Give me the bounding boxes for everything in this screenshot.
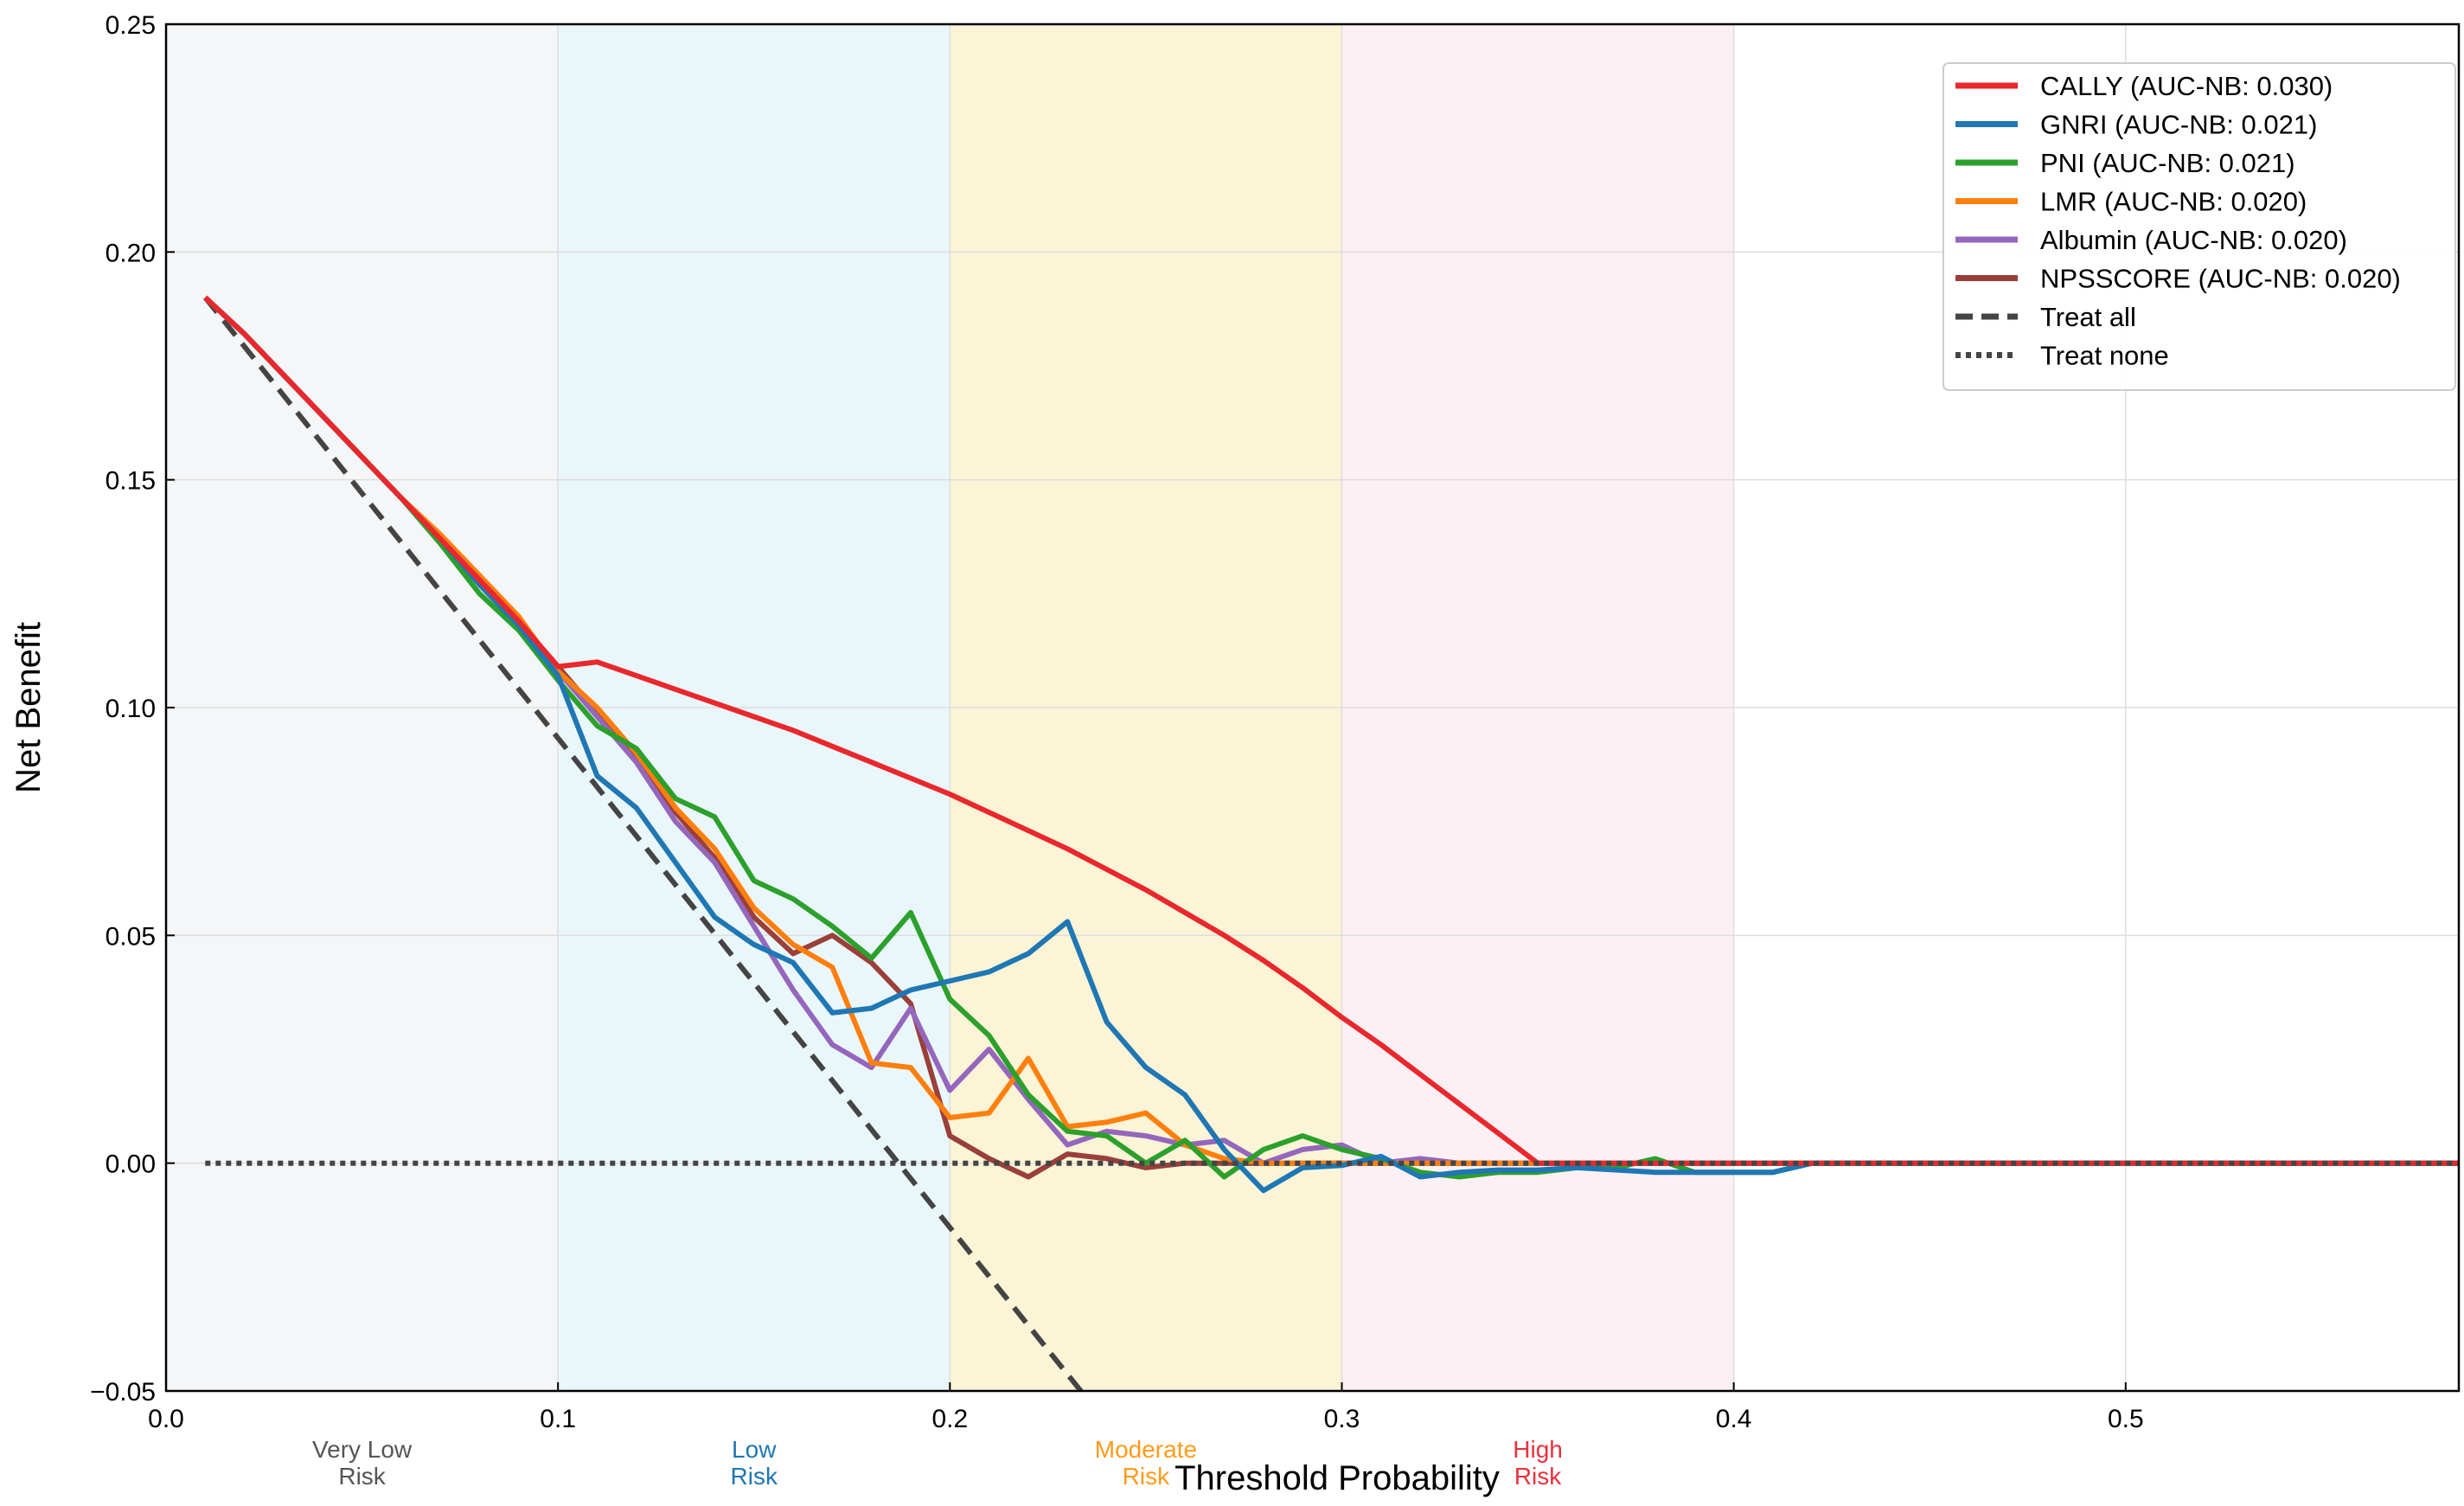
y-tick-label: 0.05 — [106, 922, 156, 951]
risk-zone-label-line1: Moderate — [1095, 1436, 1197, 1463]
y-tick-label: 0.10 — [106, 695, 156, 723]
x-tick-label: 0.0 — [148, 1405, 184, 1433]
risk-zone-label-line2: Risk — [1514, 1463, 1562, 1490]
risk-zone-label-line1: High — [1513, 1436, 1563, 1463]
risk-zone-label-line2: Risk — [731, 1463, 778, 1490]
risk-zone-label-line2: Risk — [1123, 1463, 1170, 1490]
x-tick-label: 0.3 — [1324, 1405, 1360, 1433]
series-line — [203, 295, 2459, 1166]
legend-entry-label: PNI (AUC-NB: 0.021) — [2040, 148, 2295, 178]
legend: CALLY (AUC-NB: 0.030) GNRI (AUC-NB: 0.021… — [1942, 62, 2456, 391]
x-tick-label: 0.5 — [2108, 1405, 2144, 1433]
legend-entry-label: Albumin (AUC-NB: 0.020) — [2040, 225, 2347, 255]
x-axis-label: Threshold Probability — [1174, 1459, 1500, 1497]
legend-entry-label: GNRI (AUC-NB: 0.021) — [2040, 110, 2317, 140]
y-tick-label: 0.25 — [106, 11, 156, 40]
series-lines — [202, 295, 2459, 1391]
series-line — [203, 295, 2459, 1194]
x-tick-label: 0.4 — [1716, 1405, 1752, 1433]
x-axis-ticks: 0.0 0.1 0.2 0.3 0.4 0.5 — [148, 1382, 2144, 1433]
x-tick-label: 0.1 — [540, 1405, 576, 1433]
y-tick-label: 0.15 — [106, 467, 156, 496]
y-tick-label: −0.05 — [90, 1378, 156, 1407]
y-tick-label: 0.20 — [106, 239, 156, 267]
y-tick-label: 0.00 — [106, 1150, 156, 1179]
y-axis-label: Net Benefit — [10, 622, 48, 793]
legend-entry-label: Treat all — [2040, 302, 2136, 332]
y-axis-ticks: −0.05 0.00 0.05 0.10 0.15 0.20 0.25 — [90, 11, 175, 1407]
x-tick-label: 0.2 — [931, 1405, 968, 1433]
risk-zone-label-line1: Very Low — [312, 1436, 413, 1463]
legend-box — [1942, 62, 2456, 391]
legend-entry-label: CALLY (AUC-NB: 0.030) — [2040, 71, 2333, 101]
risk-zone-label-line2: Risk — [338, 1463, 386, 1490]
legend-entry-label: Treat none — [2040, 341, 2169, 371]
legend-entry-label: NPSSCORE (AUC-NB: 0.020) — [2040, 264, 2401, 294]
legend-entry-label: LMR (AUC-NB: 0.020) — [2040, 187, 2307, 217]
risk-zone-label-line1: Low — [732, 1436, 777, 1463]
